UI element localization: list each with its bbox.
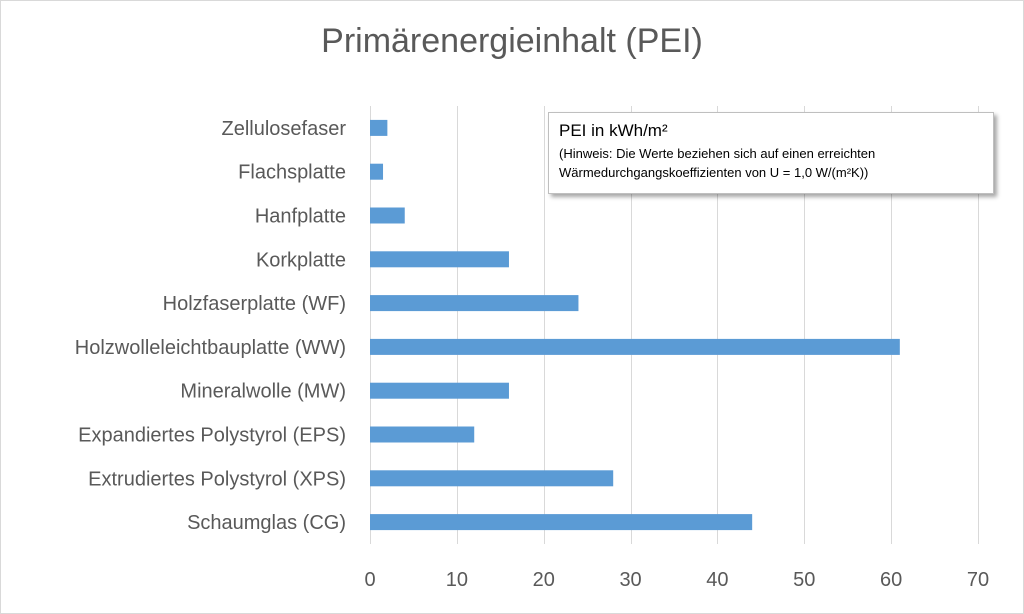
annotation-line: (Hinweis: Die Werte beziehen sich auf ei… [559,146,876,161]
category-label: Hanfplatte [255,206,346,228]
annotation-title: PEI in kWh/m² [559,121,668,140]
x-tick-label: 30 [619,569,641,591]
bar [370,251,509,268]
category-label: Mineralwolle (MW) [180,381,346,403]
x-tick-label: 10 [446,569,468,591]
category-label: Schaumglas (CG) [187,512,346,534]
annotation-text: (Hinweis: Die Werte beziehen sich auf ei… [559,144,983,182]
category-label: Flachsplatte [238,162,346,184]
bar [370,295,579,312]
x-tick-label: 50 [793,569,815,591]
x-tick-label: 70 [967,569,989,591]
category-label: Expandiertes Polystyrol (EPS) [78,425,346,447]
x-tick-label: 40 [706,569,728,591]
category-label: Holzfaserplatte (WF) [163,293,346,315]
annotation-line: Wärmedurchgangskoeffizienten von U = 1,0… [559,165,869,180]
x-tick-label: 0 [364,569,375,591]
category-label: Korkplatte [256,249,346,271]
x-tick-label: 20 [533,569,555,591]
bar [370,470,614,487]
bar [370,338,900,355]
x-tick-label: 60 [880,569,902,591]
category-label: Zellulosefaser [221,118,346,140]
bar [370,514,753,531]
bar [370,382,509,399]
bar [370,119,388,136]
chart-title: Primärenergieinhalt (PEI) [321,22,703,60]
category-label: Extrudiertes Polystyrol (XPS) [88,468,346,490]
category-label: Holzwolleleichtbauplatte (WW) [75,337,346,359]
bar [370,163,384,180]
bar [370,207,405,224]
bar [370,426,475,443]
annotation-box: PEI in kWh/m² (Hinweis: Die Werte bezieh… [548,112,994,194]
